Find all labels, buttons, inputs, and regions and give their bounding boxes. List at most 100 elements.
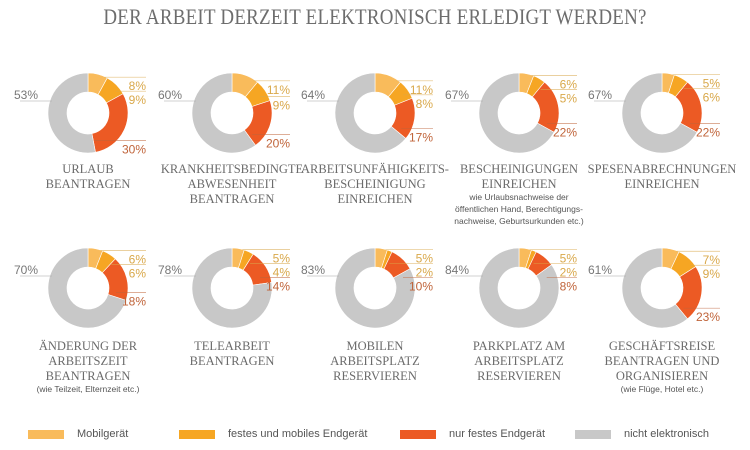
donut-slice-nicht-elektronisch bbox=[47, 247, 127, 329]
chart-caption: ÄNDERUNG DER bbox=[39, 339, 138, 353]
chart-caption: RESERVIEREN bbox=[333, 369, 417, 383]
data-label: 9% bbox=[273, 98, 291, 112]
donut-chart: 6%6% 18% 70% ÄNDERUNG DERARBEITSZEITBEANTRA… bbox=[14, 247, 147, 394]
data-label: 83% bbox=[301, 263, 325, 277]
donut-chart: 11%8% 17% 64% ARBEITSUNFÄHIGKEITS-BESCHEINI… bbox=[301, 72, 449, 206]
donut-slice-nicht-elektronisch bbox=[478, 247, 560, 329]
data-label: 2% bbox=[416, 266, 434, 280]
legend-swatch-nicht-elektronisch bbox=[575, 429, 611, 439]
legend: Mobilgerät festes und mobiles Endgerät n… bbox=[0, 428, 750, 446]
donut-slice-nicht-elektronisch bbox=[334, 247, 416, 329]
chart-caption: KRANKHEITSBEDINGTE bbox=[161, 162, 304, 176]
chart-caption: SPESENABRECHNUNGEN bbox=[588, 162, 737, 176]
legend-label: festes und mobiles Endgerät bbox=[228, 428, 368, 440]
chart-caption: BESCHEINIGUNG bbox=[324, 177, 425, 191]
data-label: 6% bbox=[560, 77, 578, 91]
data-label: 6% bbox=[129, 266, 147, 280]
data-label: 78% bbox=[158, 263, 182, 277]
donut-slice-nicht-elektronisch bbox=[47, 72, 96, 154]
data-label: 61% bbox=[588, 263, 612, 277]
donut-slice-nicht-elektronisch bbox=[621, 247, 688, 329]
data-label: 9% bbox=[129, 93, 147, 107]
legend-label: nicht elektronisch bbox=[624, 428, 709, 440]
donut-slice-nicht-elektronisch bbox=[478, 72, 555, 154]
data-label: 30% bbox=[122, 142, 146, 156]
data-label: 5% bbox=[416, 252, 434, 266]
chart-title: DER ARBEIT DERZEIT ELEKTRONISCH ERLEDIGT… bbox=[103, 4, 647, 29]
chart-caption: ARBEITSPLATZ bbox=[474, 354, 564, 368]
data-label: 7% bbox=[703, 253, 721, 267]
legend-item-nicht-elektronisch: nicht elektronisch bbox=[575, 428, 709, 440]
data-label: 6% bbox=[703, 91, 721, 105]
data-label: 84% bbox=[445, 263, 469, 277]
data-label: 5% bbox=[560, 91, 578, 105]
legend-item-mobilgeraet: Mobilgerät bbox=[28, 428, 128, 440]
chart-caption: PARKPLATZ AM bbox=[473, 339, 565, 353]
data-label: 22% bbox=[696, 125, 720, 139]
data-label: 60% bbox=[158, 88, 182, 102]
chart-caption: ARBEITSUNFÄHIGKEITS- bbox=[301, 162, 449, 176]
data-label: 8% bbox=[416, 97, 434, 111]
donut-chart: 5%2%8% 84% PARKPLATZ AMARBEITSPLATZRESERVI… bbox=[445, 247, 578, 383]
chart-note: wie Urlaubsnachweise der bbox=[468, 192, 568, 202]
data-label: 9% bbox=[703, 267, 721, 281]
data-label: 5% bbox=[703, 77, 721, 91]
data-label: 18% bbox=[122, 295, 146, 309]
data-label: 67% bbox=[588, 88, 612, 102]
chart-caption: RESERVIEREN bbox=[477, 369, 561, 383]
chart-note: öffentlichen Hand, Berechtigungs- bbox=[455, 204, 583, 214]
donut-charts: 8%9%30%53%URLAUBBEANTRAGEN11%9%20%60%KRA… bbox=[14, 72, 737, 394]
legend-swatch-nur-festes bbox=[400, 429, 436, 439]
legend-label: nur festes Endgerät bbox=[449, 428, 546, 440]
chart-note: (wie Flüge, Hotel etc.) bbox=[621, 384, 704, 394]
chart-caption: ORGANISIEREN bbox=[616, 369, 708, 383]
chart-caption: TELEARBEIT bbox=[194, 339, 270, 353]
chart-caption: EINREICHEN bbox=[338, 192, 413, 206]
legend-swatch-mobilgeraet bbox=[28, 429, 64, 439]
donut-chart: 11%9% 20% 60% KRANKHEITSBEDINGTEABWESENHEIT… bbox=[158, 72, 304, 206]
data-label: 10% bbox=[409, 280, 433, 294]
donut-slice-nicht-elektronisch bbox=[621, 72, 698, 154]
chart-caption: URLAUB bbox=[62, 162, 113, 176]
chart-caption: MOBILEN bbox=[347, 339, 404, 353]
donut-slice-nicht-elektronisch bbox=[334, 72, 407, 154]
data-label: 64% bbox=[301, 88, 325, 102]
chart-caption: EINREICHEN bbox=[625, 177, 700, 191]
donut-slice-nicht-elektronisch bbox=[191, 247, 273, 329]
data-label: 8% bbox=[129, 79, 147, 93]
legend-swatch-festes-und-mobiles bbox=[179, 429, 215, 439]
legend-item-nur-festes: nur festes Endgerät bbox=[400, 428, 545, 440]
chart-note: nachweise, Geburtsurkunden etc.) bbox=[454, 216, 584, 226]
chart-note: (wie Teilzeit, Elternzeit etc.) bbox=[37, 384, 140, 394]
data-label: 5% bbox=[560, 252, 578, 266]
data-label: 4% bbox=[273, 266, 291, 280]
legend-item-festes-und-mobiles: festes und mobiles Endgerät bbox=[179, 428, 367, 440]
data-label: 20% bbox=[266, 137, 290, 151]
data-label: 6% bbox=[129, 252, 147, 266]
data-label: 11% bbox=[410, 83, 433, 97]
data-label: 67% bbox=[445, 88, 469, 102]
chart-caption: ABWESENHEIT bbox=[188, 177, 277, 191]
data-label: 23% bbox=[696, 310, 720, 324]
data-label: 17% bbox=[409, 131, 433, 145]
chart-caption: BEANTRAGEN bbox=[46, 177, 131, 191]
data-label: 5% bbox=[273, 252, 291, 266]
chart-caption: EINREICHEN bbox=[482, 177, 557, 191]
chart-caption: BEANTRAGEN bbox=[190, 192, 275, 206]
chart-caption: BEANTRAGEN bbox=[190, 354, 275, 368]
data-label: 70% bbox=[14, 263, 38, 277]
data-label: 53% bbox=[14, 88, 38, 102]
data-label: 11% bbox=[267, 83, 290, 97]
chart-caption: GESCHÄFTSREISE bbox=[609, 339, 716, 353]
chart-caption: BEANTRAGEN bbox=[46, 369, 131, 383]
donut-slice-nicht-elektronisch bbox=[191, 72, 256, 154]
legend-label: Mobilgerät bbox=[77, 428, 129, 440]
chart-caption: BEANTRAGEN UND bbox=[605, 354, 720, 368]
data-label: 22% bbox=[553, 125, 577, 139]
